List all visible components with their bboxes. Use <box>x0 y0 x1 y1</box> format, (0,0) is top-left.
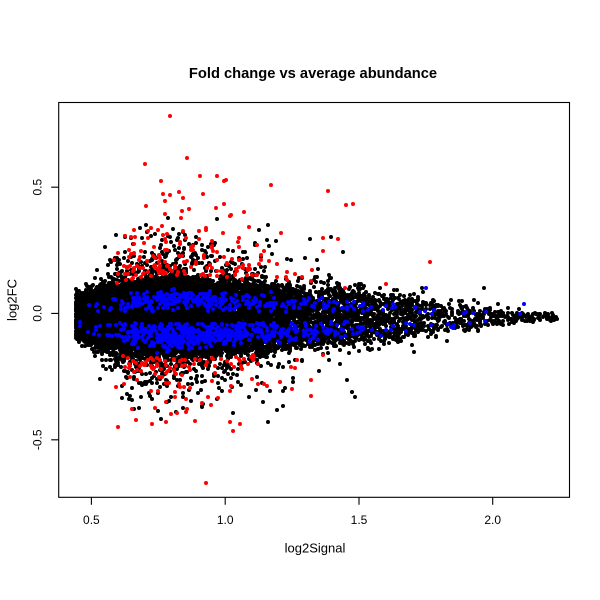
svg-text:2.0: 2.0 <box>484 513 501 527</box>
svg-text:Fold change vs average abundan: Fold change vs average abundance <box>189 66 437 82</box>
svg-text:0.5: 0.5 <box>83 513 100 527</box>
svg-text:0.0: 0.0 <box>31 305 45 322</box>
svg-text:0.5: 0.5 <box>31 179 45 196</box>
svg-text:1.0: 1.0 <box>217 513 234 527</box>
svg-text:log2Signal: log2Signal <box>285 540 346 555</box>
svg-text:1.5: 1.5 <box>351 513 368 527</box>
svg-text:log2FC: log2FC <box>5 279 20 321</box>
svg-text:-0.5: -0.5 <box>31 429 45 450</box>
